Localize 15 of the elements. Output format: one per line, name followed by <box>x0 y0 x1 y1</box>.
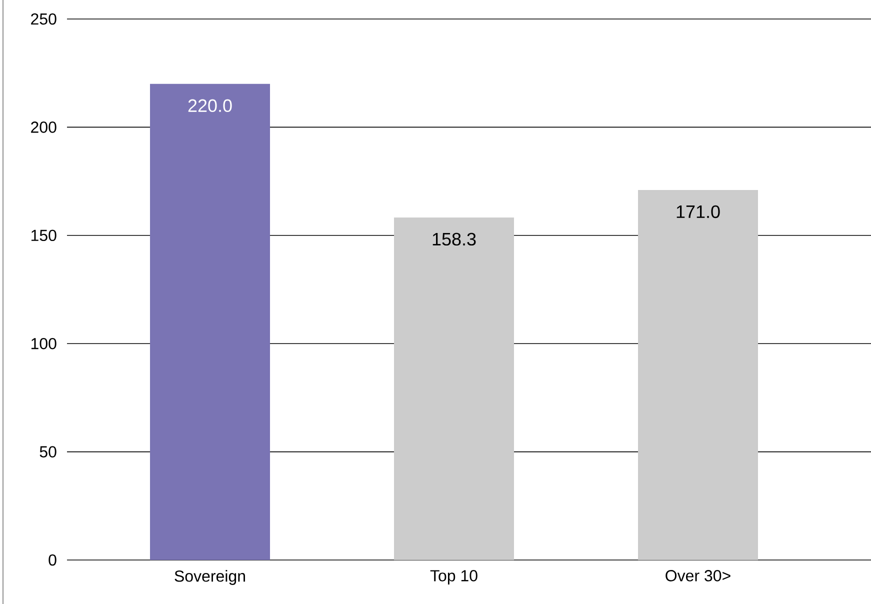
bar <box>638 190 758 560</box>
x-tick-label: Sovereign <box>174 570 245 585</box>
data-label: 171.0 <box>676 205 720 218</box>
y-tick-label: 200 <box>31 122 56 133</box>
y-tick-label: 250 <box>31 13 56 25</box>
y-tick-label: 0 <box>48 554 56 566</box>
y-tick-label: 150 <box>31 230 56 242</box>
bar <box>394 217 514 560</box>
data-label: 158.3 <box>432 232 476 246</box>
x-tick-label: Over 30> <box>666 570 730 582</box>
bar <box>150 84 270 560</box>
data-label: 220.0 <box>188 99 232 112</box>
x-tick-label: Top 10 <box>430 570 478 585</box>
y-tick-label: 100 <box>31 338 56 350</box>
y-tick-label: 50 <box>40 446 56 458</box>
